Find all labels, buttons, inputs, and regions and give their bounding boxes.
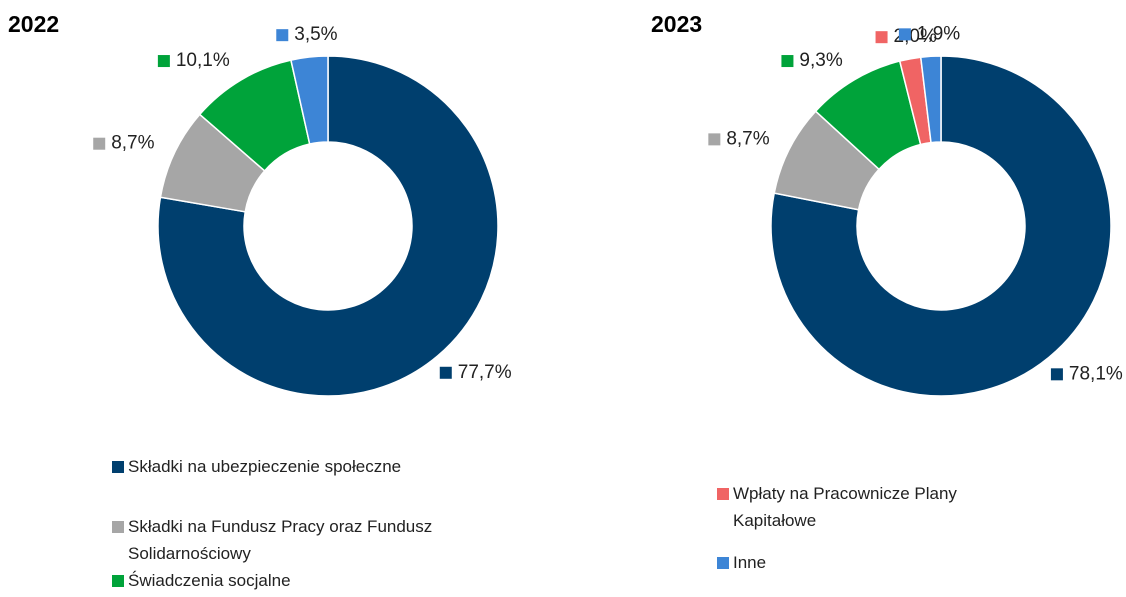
legend-item: Inne	[717, 549, 993, 576]
legend-swatch	[717, 557, 729, 569]
donut-slice	[919, 55, 942, 144]
label-swatch	[276, 29, 289, 42]
data-label: 78,1%	[1069, 363, 1123, 384]
legend-swatch	[112, 575, 124, 587]
legend-label: Wpłaty na Pracownicze Plany Kapitałowe	[733, 484, 957, 530]
chart-title: 2022	[8, 11, 59, 37]
donut-slice	[770, 55, 1112, 397]
data-label: 3,5%	[294, 24, 337, 45]
donut-slice	[157, 55, 499, 397]
legend-item: Składki na ubezpieczenie społeczne	[112, 453, 528, 480]
legend-label: Składki na Fundusz Pracy oraz Fundusz So…	[128, 517, 433, 563]
legend-item: Wpłaty na Pracownicze Plany Kapitałowe	[717, 480, 993, 534]
legend-label: Inne	[733, 553, 767, 572]
label-swatch	[875, 31, 888, 44]
data-label: 8,7%	[726, 128, 769, 149]
donut-slice	[290, 55, 329, 145]
label-swatch	[898, 28, 911, 41]
data-label: 1,9%	[917, 23, 960, 44]
data-label: 10,1%	[176, 50, 230, 71]
legend-swatch	[112, 521, 124, 533]
legend-item: Składki na Fundusz Pracy oraz Fundusz So…	[112, 513, 528, 567]
legend-swatch	[717, 488, 729, 500]
legend-item: Świadczenia socjalne	[112, 567, 528, 594]
chart-title: 2023	[651, 11, 702, 37]
data-label: 9,3%	[799, 50, 842, 71]
legend-label: Świadczenia socjalne	[128, 571, 291, 590]
data-label: 77,7%	[458, 362, 512, 383]
legend-label: Składki na ubezpieczenie społeczne	[128, 457, 402, 476]
label-swatch	[439, 366, 452, 379]
label-swatch	[93, 137, 106, 150]
legend-swatch	[112, 461, 124, 473]
label-swatch	[157, 55, 170, 68]
data-label: 8,7%	[111, 133, 154, 154]
label-swatch	[708, 133, 721, 146]
label-swatch	[1050, 368, 1063, 381]
label-swatch	[781, 55, 794, 68]
